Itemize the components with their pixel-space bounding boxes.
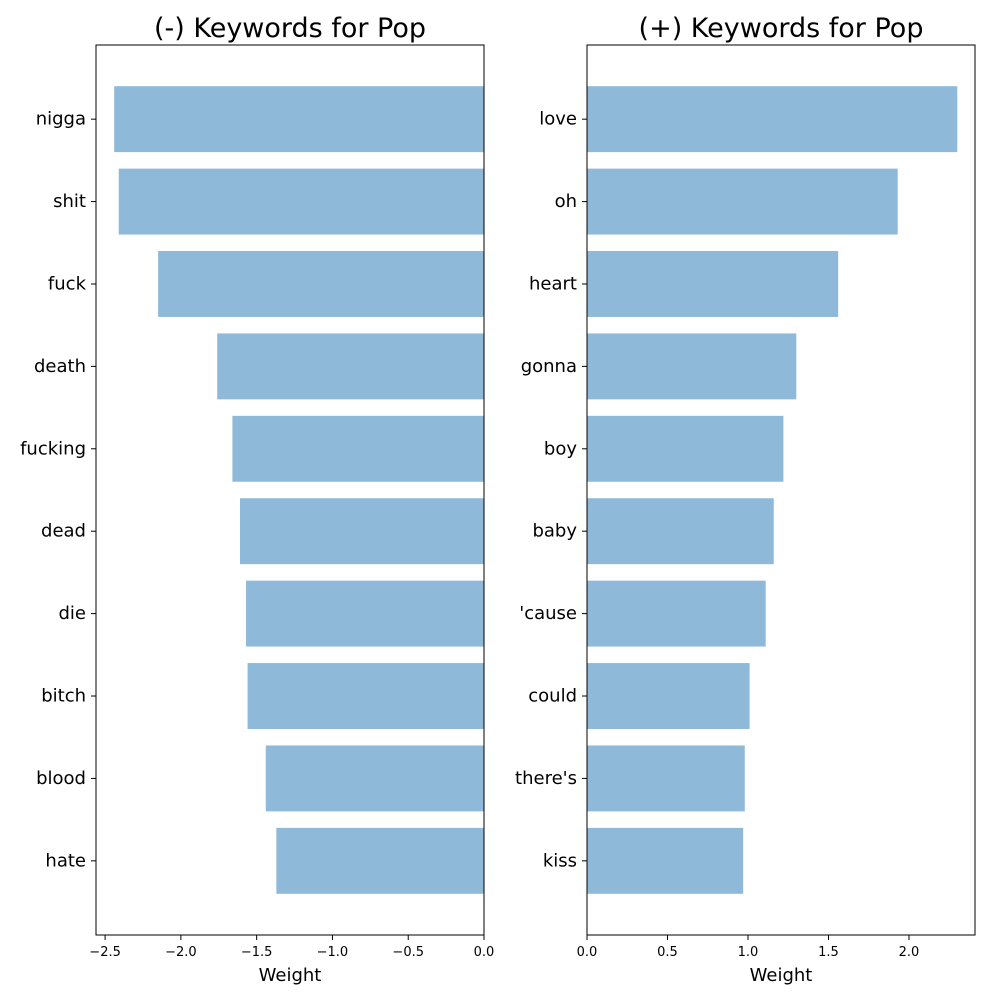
bar-group-positive <box>587 86 958 894</box>
plot-frame-positive <box>586 44 976 936</box>
bar-positive-7 <box>587 663 750 729</box>
bar-negative-5 <box>239 498 484 565</box>
x-tick-label-negative-2: −1.5 <box>241 945 273 960</box>
x-tick-label-negative-1: −2.0 <box>165 945 197 960</box>
positive-keywords-chart: (+) Keywords for Pop love oh heart gonna boy… <box>515 13 976 986</box>
x-axis-label-negative: Weight <box>259 965 322 986</box>
x-axis-ticks-negative: −2.5 −2.0 −1.5 −1.0 −0.5 0.0 <box>89 935 494 960</box>
x-tick-label-positive-4: 2.0 <box>899 945 920 960</box>
bar-positive-2 <box>587 251 839 317</box>
y-tick-label-negative-0: nigga <box>36 109 86 130</box>
bar-positive-9 <box>587 827 744 894</box>
x-axis-ticks-positive: 0.0 0.5 1.0 1.5 2.0 <box>577 935 920 960</box>
x-tick-label-positive-2: 1.0 <box>738 945 759 960</box>
bar-positive-6 <box>587 580 766 647</box>
bar-negative-0 <box>114 86 484 153</box>
bar-negative-4 <box>232 415 484 482</box>
x-axis-label-positive: Weight <box>750 965 813 986</box>
bar-positive-4 <box>587 415 784 482</box>
bar-negative-9 <box>276 827 484 894</box>
y-tick-label-negative-8: blood <box>36 768 86 789</box>
y-axis-ticks-positive: love oh heart gonna boy baby 'cause could there'… <box>515 109 587 871</box>
x-tick-label-negative-0: −2.5 <box>89 945 121 960</box>
bar-positive-3 <box>587 333 797 400</box>
y-tick-label-negative-2: fuck <box>48 273 87 294</box>
x-tick-label-positive-3: 1.5 <box>818 945 839 960</box>
bar-negative-7 <box>247 663 484 729</box>
x-tick-label-positive-1: 0.5 <box>657 945 678 960</box>
x-tick-label-negative-3: −1.0 <box>317 945 349 960</box>
x-tick-label-negative-5: 0.0 <box>474 945 495 960</box>
bar-negative-8 <box>265 745 484 812</box>
bar-negative-1 <box>118 168 484 235</box>
bar-positive-1 <box>587 168 898 235</box>
y-tick-label-negative-4: fucking <box>20 438 86 459</box>
y-tick-label-positive-5: baby <box>532 521 577 542</box>
y-tick-label-positive-1: oh <box>555 191 577 212</box>
y-tick-label-positive-6: 'cause <box>519 603 577 624</box>
chart-title-negative: (-) Keywords for Pop <box>154 13 426 44</box>
y-tick-label-positive-8: there's <box>515 768 577 789</box>
plot-frame-negative <box>95 44 485 936</box>
x-tick-label-positive-0: 0.0 <box>577 945 598 960</box>
y-tick-label-negative-3: death <box>34 356 86 377</box>
y-tick-label-positive-0: love <box>539 109 577 130</box>
y-tick-label-negative-5: dead <box>41 521 86 542</box>
chart-title-positive: (+) Keywords for Pop <box>639 13 924 44</box>
y-tick-label-positive-2: heart <box>529 273 577 294</box>
bar-negative-3 <box>217 333 484 400</box>
y-tick-label-negative-1: shit <box>53 191 86 212</box>
y-tick-label-positive-3: gonna <box>521 356 577 377</box>
bar-negative-2 <box>158 251 484 317</box>
y-tick-label-positive-9: kiss <box>543 850 577 871</box>
bar-positive-0 <box>587 86 958 153</box>
negative-keywords-chart: (-) Keywords for Pop nigga shit fuck death f… <box>20 13 494 986</box>
y-tick-label-negative-7: bitch <box>41 686 86 707</box>
y-tick-label-negative-6: die <box>58 603 86 624</box>
y-tick-label-positive-4: boy <box>544 438 577 459</box>
bar-group-negative <box>114 86 484 894</box>
y-tick-label-negative-9: hate <box>45 850 86 871</box>
x-tick-label-negative-4: −0.5 <box>392 945 424 960</box>
y-tick-label-positive-7: could <box>528 686 577 707</box>
bar-positive-8 <box>587 745 745 812</box>
y-axis-ticks-negative: nigga shit fuck death fucking dead die bitch blo… <box>20 109 96 871</box>
bar-negative-6 <box>246 580 484 647</box>
bar-positive-5 <box>587 498 774 565</box>
